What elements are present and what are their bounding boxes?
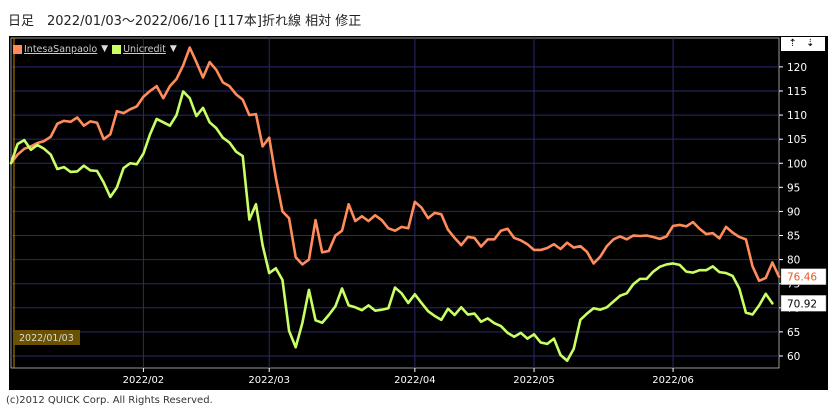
x-tick-label: 2022/03 <box>248 375 290 386</box>
start-marker-layer: 2022/01/03 <box>13 38 80 368</box>
y-tick-label: 90 <box>787 206 800 218</box>
x-tick-label: 2022/02 <box>123 375 165 386</box>
chart-area: 2022/01/03 60657075808590951001051101151… <box>9 36 828 390</box>
last-value-label-unicredit: 70.92 <box>787 298 817 310</box>
x-tick-label: 2022/05 <box>513 375 555 386</box>
start-date-label-box <box>13 330 80 345</box>
series-layer <box>9 46 781 363</box>
x-tick-label: 2022/04 <box>394 375 436 386</box>
series-line-intesasanpaolo <box>9 46 781 283</box>
y-tick-label: 100 <box>787 158 807 170</box>
copyright-text: (c)2012 QUICK Corp. All Rights Reserved. <box>6 395 213 406</box>
last-value-layer: 76.46 70.92 <box>780 268 827 312</box>
legend-item-intesa[interactable]: IntesaSanpaolo ▼ <box>13 44 108 55</box>
y-tick-label: 95 <box>787 182 800 194</box>
series-line-unicredit <box>9 90 774 363</box>
y-tick-label: 105 <box>787 134 807 146</box>
dropdown-triangle-icon[interactable]: ▼ <box>101 44 109 54</box>
plot-border <box>10 37 780 369</box>
y-tick-label: 120 <box>787 62 807 74</box>
y-tick-label: 110 <box>787 110 807 122</box>
start-date-label: 2022/01/03 <box>19 333 74 344</box>
y-tick-label: 80 <box>787 255 800 267</box>
x-tick-label: 2022/06 <box>652 375 694 386</box>
grid-layer <box>10 37 780 369</box>
legend-label-intesa[interactable]: IntesaSanpaolo <box>24 43 98 55</box>
scroll-arrows-control[interactable]: ⇡ ⇣ <box>781 37 825 51</box>
y-tick-label: 60 <box>787 351 800 363</box>
last-value-label-intesasanpaolo: 76.46 <box>787 272 817 284</box>
last-value-box <box>780 295 827 312</box>
y-tick-label: 65 <box>787 327 800 339</box>
dropdown-triangle-icon[interactable]: ▼ <box>169 44 177 54</box>
chart-title: 日足 2022/01/03～2022/06/16 [117本]折れ線 相対 修正 <box>8 14 362 29</box>
y-tick-label: 115 <box>787 86 807 98</box>
unicredit-color-swatch <box>112 44 122 54</box>
last-value-box <box>780 268 827 285</box>
legend-item-unicredit[interactable]: Unicredit ▼ <box>112 44 177 55</box>
legend: IntesaSanpaolo ▼ Unicredit ▼ <box>13 42 181 56</box>
y-tick-label: 85 <box>787 231 800 243</box>
axis-layer: 60657075808590951001051101151202022/0220… <box>123 62 807 386</box>
legend-label-unicredit[interactable]: Unicredit <box>123 43 166 55</box>
line-chart-svg: 2022/01/03 60657075808590951001051101151… <box>9 37 827 386</box>
intesa-color-swatch <box>13 44 22 54</box>
